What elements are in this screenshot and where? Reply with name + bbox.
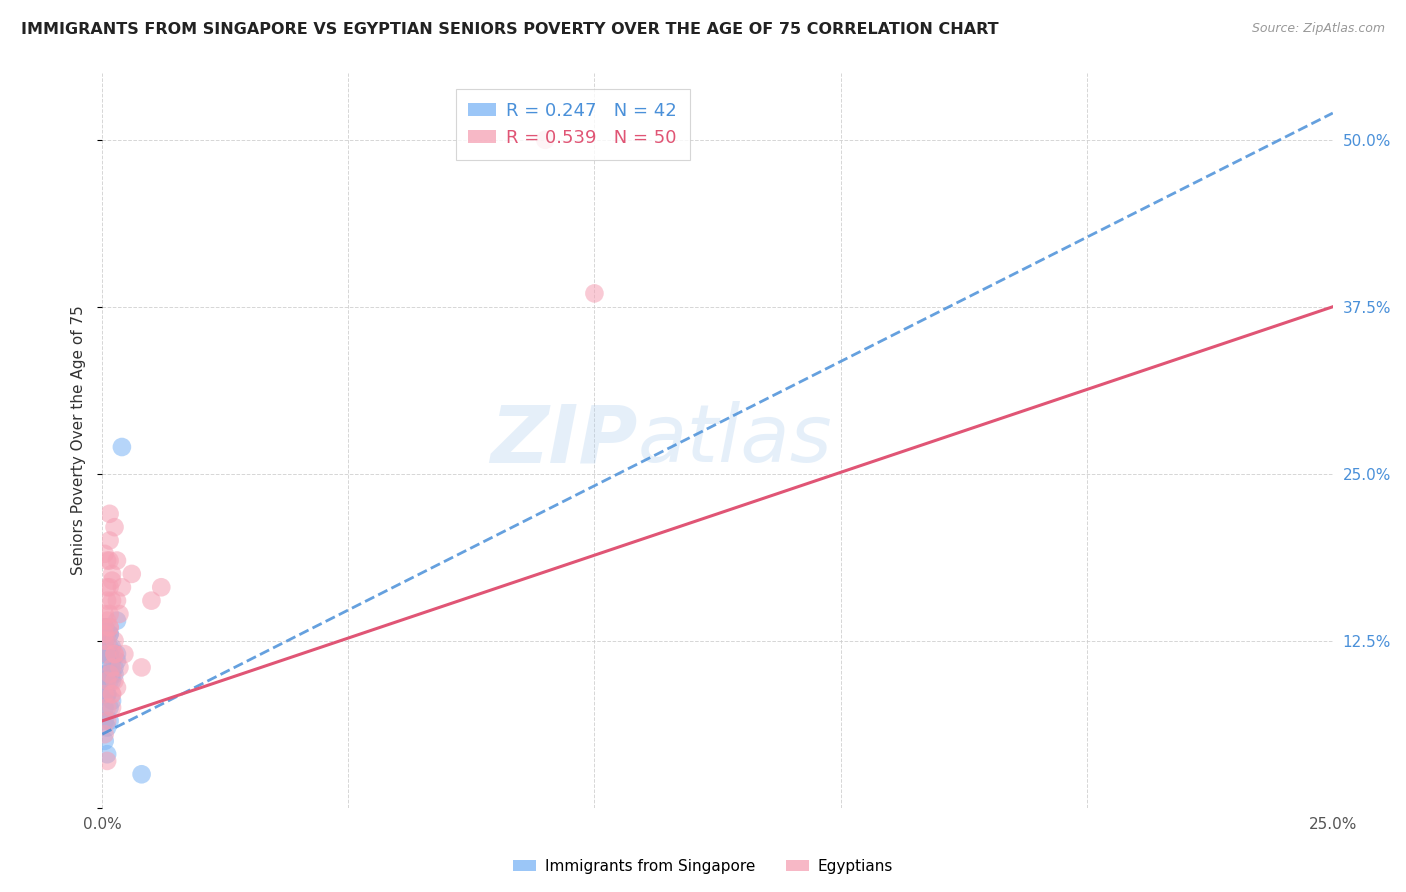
Point bbox=[111, 580, 134, 594]
Point bbox=[105, 647, 128, 661]
Point bbox=[108, 660, 131, 674]
Point bbox=[96, 647, 118, 661]
Point bbox=[96, 714, 118, 728]
Point bbox=[96, 687, 118, 701]
Point bbox=[98, 700, 121, 714]
Point bbox=[98, 620, 121, 634]
Point bbox=[98, 607, 121, 621]
Point bbox=[93, 734, 115, 748]
Text: atlas: atlas bbox=[637, 401, 832, 479]
Point bbox=[103, 633, 125, 648]
Point bbox=[101, 660, 124, 674]
Text: ZIP: ZIP bbox=[491, 401, 637, 479]
Text: IMMIGRANTS FROM SINGAPORE VS EGYPTIAN SENIORS POVERTY OVER THE AGE OF 75 CORRELA: IMMIGRANTS FROM SINGAPORE VS EGYPTIAN SE… bbox=[21, 22, 998, 37]
Point bbox=[96, 647, 118, 661]
Point bbox=[108, 607, 131, 621]
Point bbox=[98, 627, 121, 641]
Point bbox=[96, 580, 118, 594]
Point bbox=[93, 620, 115, 634]
Point bbox=[98, 667, 121, 681]
Point bbox=[131, 767, 153, 781]
Text: Source: ZipAtlas.com: Source: ZipAtlas.com bbox=[1251, 22, 1385, 36]
Point bbox=[101, 667, 124, 681]
Point bbox=[98, 553, 121, 567]
Point bbox=[93, 667, 115, 681]
Point bbox=[93, 673, 115, 688]
Point bbox=[93, 547, 115, 561]
Point bbox=[93, 633, 115, 648]
Point bbox=[105, 614, 128, 628]
Point bbox=[96, 673, 118, 688]
Point bbox=[98, 640, 121, 655]
Point bbox=[150, 580, 173, 594]
Point bbox=[583, 286, 606, 301]
Point bbox=[103, 647, 125, 661]
Point bbox=[93, 620, 115, 634]
Point bbox=[96, 673, 118, 688]
Point bbox=[96, 614, 118, 628]
Point bbox=[112, 647, 135, 661]
Point bbox=[121, 566, 143, 581]
Legend: Immigrants from Singapore, Egyptians: Immigrants from Singapore, Egyptians bbox=[506, 853, 900, 880]
Point bbox=[534, 133, 557, 147]
Point bbox=[105, 681, 128, 695]
Point bbox=[96, 593, 118, 607]
Point bbox=[101, 593, 124, 607]
Point bbox=[101, 574, 124, 588]
Point bbox=[93, 620, 115, 634]
Point bbox=[96, 660, 118, 674]
Point bbox=[101, 700, 124, 714]
Point bbox=[105, 593, 128, 607]
Point bbox=[96, 747, 118, 762]
Point bbox=[93, 714, 115, 728]
Point bbox=[96, 754, 118, 768]
Point bbox=[93, 627, 115, 641]
Point bbox=[96, 627, 118, 641]
Point bbox=[98, 673, 121, 688]
Y-axis label: Seniors Poverty Over the Age of 75: Seniors Poverty Over the Age of 75 bbox=[72, 305, 86, 575]
Point bbox=[101, 687, 124, 701]
Point bbox=[93, 620, 115, 634]
Point bbox=[93, 633, 115, 648]
Point bbox=[101, 694, 124, 708]
Point bbox=[103, 673, 125, 688]
Point bbox=[131, 660, 153, 674]
Point bbox=[93, 687, 115, 701]
Point bbox=[103, 660, 125, 674]
Point bbox=[93, 607, 115, 621]
Point bbox=[93, 640, 115, 655]
Point bbox=[96, 721, 118, 735]
Point bbox=[98, 580, 121, 594]
Point bbox=[105, 553, 128, 567]
Point bbox=[103, 667, 125, 681]
Point bbox=[103, 520, 125, 534]
Point bbox=[101, 566, 124, 581]
Point bbox=[98, 620, 121, 634]
Point bbox=[96, 553, 118, 567]
Point bbox=[98, 627, 121, 641]
Point bbox=[93, 700, 115, 714]
Point bbox=[105, 654, 128, 668]
Point bbox=[101, 687, 124, 701]
Point bbox=[101, 654, 124, 668]
Point bbox=[101, 640, 124, 655]
Point bbox=[96, 667, 118, 681]
Point bbox=[96, 633, 118, 648]
Point bbox=[98, 533, 121, 548]
Point bbox=[111, 440, 134, 454]
Point bbox=[101, 673, 124, 688]
Point bbox=[103, 647, 125, 661]
Point bbox=[93, 633, 115, 648]
Point bbox=[98, 647, 121, 661]
Point bbox=[98, 507, 121, 521]
Point bbox=[98, 647, 121, 661]
Point bbox=[96, 687, 118, 701]
Point bbox=[141, 593, 163, 607]
Point bbox=[98, 714, 121, 728]
Point bbox=[96, 700, 118, 714]
Point bbox=[93, 727, 115, 741]
Legend: R = 0.247   N = 42, R = 0.539   N = 50: R = 0.247 N = 42, R = 0.539 N = 50 bbox=[456, 89, 690, 160]
Point bbox=[96, 647, 118, 661]
Point bbox=[96, 687, 118, 701]
